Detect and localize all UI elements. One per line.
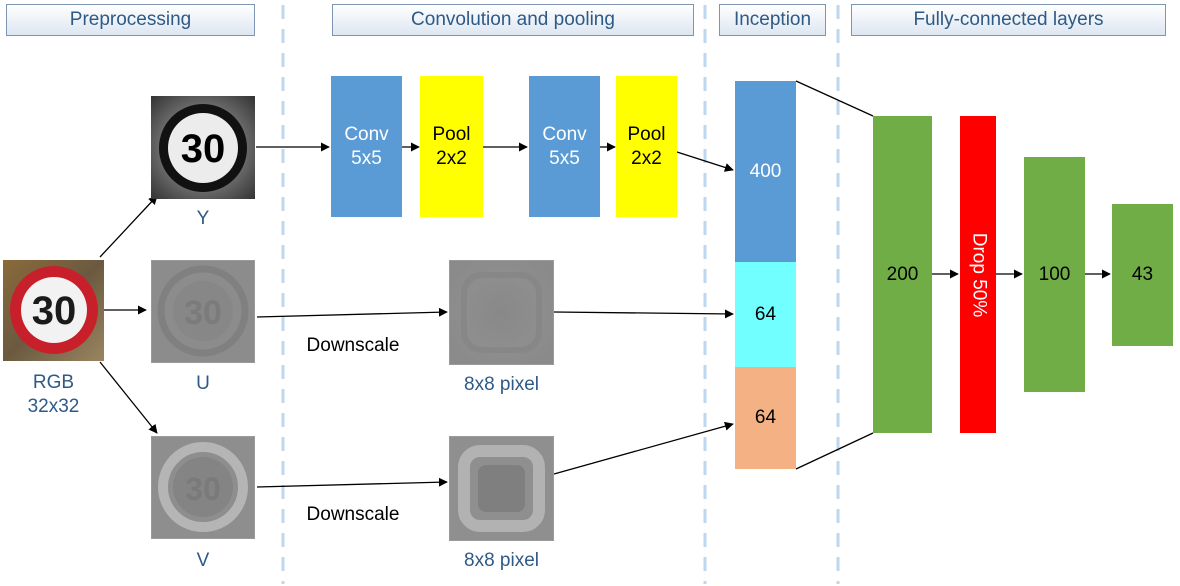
arrow-pool2-to-inception [676,151,734,172]
arrow-v-to-downscale [256,477,448,488]
u-label: U [196,373,210,394]
arrow-downscale-u-to-inception [553,309,734,319]
u-sign-number: 30 [184,294,222,332]
u-downscaled-image [449,260,554,365]
connector-inception-top [795,80,874,117]
arrow-rgb-to-v [99,361,158,434]
header-inception: Inception [719,4,826,36]
arrow-downscale-v-to-inception [553,421,734,475]
conv1-block: Conv 5x5 [331,76,402,217]
section-dividers [281,5,840,584]
rgb-input-image: 30 [3,260,104,361]
inception-y-block: 400 [735,81,796,262]
pool1-block: Pool 2x2 [420,76,483,217]
pool2-block: Pool 2x2 [616,76,677,217]
inception-u-block: 64 [735,262,796,367]
fc-layer-100: 100 [1024,157,1085,392]
u-downscaled-size: 8x8 pixel [464,374,539,395]
rgb-label: RGB 32x32 [27,372,80,417]
header-fully-connected: Fully-connected layers [851,4,1166,36]
conv2-block: Conv 5x5 [529,76,600,217]
fc-layer-200: 200 [873,116,932,433]
downscale-v-label: Downscale [306,504,400,525]
y-label: Y [196,208,210,229]
header-convolution-pooling: Convolution and pooling [332,4,694,36]
arrow-rgb-to-y [99,195,158,258]
dropout-label: Drop 50% [968,232,989,317]
y-sign-number: 30 [181,127,226,171]
downscale-u-label: Downscale [306,335,400,356]
connector-inception-bottom [795,432,874,470]
dropout-layer: Drop 50% [960,116,996,433]
header-preprocessing: Preprocessing [6,4,255,36]
v-downscaled-image [449,436,554,541]
v-sign-number: 30 [185,471,221,507]
v-downscaled-size: 8x8 pixel [464,550,539,571]
v-label: V [196,550,210,571]
inception-v-block: 64 [735,367,796,469]
arrow-u-to-downscale [256,307,448,318]
v-channel-image: 30 [151,436,255,539]
u-channel-image: 30 [151,260,255,363]
y-channel-image: 30 [151,96,255,199]
rgb-sign-number: 30 [32,289,77,333]
output-layer-43: 43 [1112,204,1173,346]
